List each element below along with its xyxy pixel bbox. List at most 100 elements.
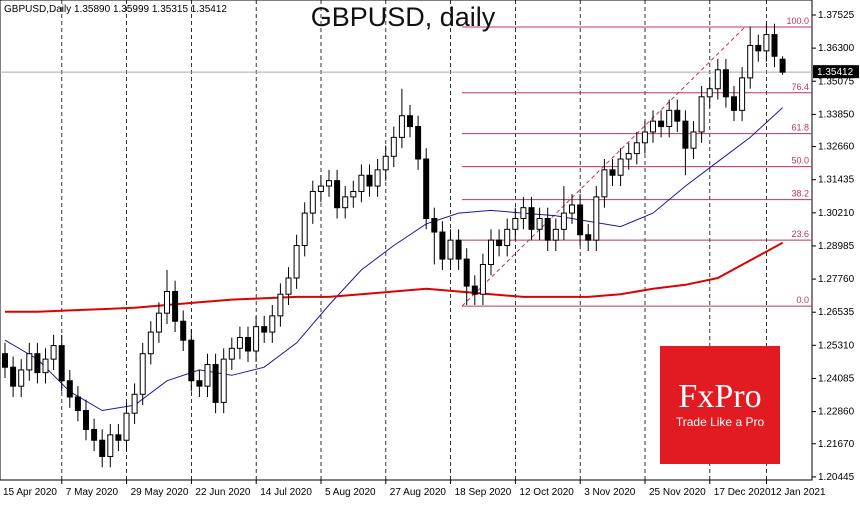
y-tick-label: 1.21670 xyxy=(818,439,855,450)
candle-body xyxy=(423,158,430,220)
candle-body xyxy=(398,115,405,138)
candle-body xyxy=(771,34,778,57)
candle-body xyxy=(155,312,162,333)
fib-label: 76.4 xyxy=(791,82,809,92)
candle-body xyxy=(585,234,592,241)
candle-body xyxy=(366,174,373,187)
candle-body xyxy=(18,369,25,387)
candle-body xyxy=(2,353,8,368)
x-tick-label: 3 Nov 2020 xyxy=(584,487,636,498)
candle-body xyxy=(747,44,754,79)
y-tick-label: 1.31435 xyxy=(818,175,855,186)
x-tick-label: 18 Sep 2020 xyxy=(455,487,512,498)
candle-body xyxy=(42,358,49,374)
candle-body xyxy=(431,218,438,233)
y-tick-label: 1.27760 xyxy=(818,274,855,285)
x-tick-label: 5 Aug 2020 xyxy=(325,487,376,498)
candle-body xyxy=(26,353,33,371)
candle-body xyxy=(455,239,462,260)
x-tick-label: 22 Jun 2020 xyxy=(195,487,250,498)
candle-body xyxy=(496,239,503,247)
candle-body xyxy=(204,364,211,387)
header: GBPUSD,Daily 1.35890 1.35999 1.35315 1.3… xyxy=(4,4,227,15)
candle-body xyxy=(504,228,511,247)
y-tick-label: 1.36300 xyxy=(818,43,855,54)
candle-body xyxy=(342,196,349,209)
candle-body xyxy=(658,120,665,128)
candle-body xyxy=(317,185,324,192)
candle-body xyxy=(722,69,729,98)
candle-body xyxy=(180,320,187,341)
candle-body xyxy=(690,131,697,149)
candle-body xyxy=(528,207,535,230)
fib-label: 100.0 xyxy=(786,16,809,26)
candle-body xyxy=(350,190,357,198)
logo-tagline: Trade Like a Pro xyxy=(676,415,765,429)
candle-body xyxy=(601,169,608,198)
candle-body xyxy=(74,396,81,412)
candle-body xyxy=(253,326,260,352)
fib-trend xyxy=(461,26,746,307)
candle-body xyxy=(447,239,454,260)
x-tick-label: 15 Apr 2020 xyxy=(3,487,57,498)
candle-body xyxy=(188,339,195,382)
candle-body xyxy=(714,69,721,90)
candle-body xyxy=(236,336,243,349)
candle-body xyxy=(83,410,89,430)
candle-body xyxy=(228,347,235,360)
candle-body xyxy=(439,231,446,260)
candle-body xyxy=(544,218,551,241)
fib-label: 61.8 xyxy=(791,123,809,133)
candle-body xyxy=(488,239,494,265)
candle-body xyxy=(390,136,397,157)
candle-body xyxy=(66,380,73,398)
fib-label: 38.2 xyxy=(791,189,809,199)
candle-body xyxy=(415,126,422,160)
last-price-box xyxy=(813,65,859,79)
y-tick-label: 1.28985 xyxy=(818,241,855,252)
axes: 1.37525 1.36300 1.35075 1.33850 1.32660 1.314… xyxy=(3,10,859,498)
y-tick-label: 1.37525 xyxy=(818,10,855,21)
candle-body xyxy=(358,174,365,192)
x-tick-label: 12 Oct 2020 xyxy=(519,487,574,498)
candle-body xyxy=(674,109,681,122)
candle-body xyxy=(269,315,276,333)
candle-body xyxy=(731,96,737,111)
candle-body xyxy=(10,366,17,387)
moving-average xyxy=(5,241,784,313)
candle-body xyxy=(650,120,656,133)
candle-body xyxy=(560,212,567,230)
candle-body xyxy=(593,196,600,241)
candle-body xyxy=(99,439,106,457)
candle-body xyxy=(536,218,543,230)
x-tick-label: 14 Jul 2020 xyxy=(260,487,312,498)
candle-body xyxy=(164,291,170,314)
x-tick-label: 27 Aug 2020 xyxy=(390,487,447,498)
candle-body xyxy=(115,434,122,441)
fibonacci: 100.0 76.4 61.8 50.0 38.2 23.6 0.0 xyxy=(0,16,812,307)
x-tick-label: 7 May 2020 xyxy=(66,487,119,498)
y-tick-label: 1.24085 xyxy=(818,373,855,384)
y-tick-label: 1.26535 xyxy=(818,307,855,318)
candle-body xyxy=(58,345,65,382)
candle-body xyxy=(293,245,300,279)
candles xyxy=(2,23,786,468)
candle-body xyxy=(633,142,640,155)
logo: FxPro Trade Like a Pro xyxy=(660,346,780,464)
candle-body xyxy=(147,331,154,355)
chart-title: GBPUSD, daily xyxy=(311,2,496,32)
candle-body xyxy=(706,88,713,98)
candle-body xyxy=(779,58,786,73)
candle-body xyxy=(463,258,470,287)
y-tick-label: 1.33850 xyxy=(818,109,855,120)
candle-body xyxy=(301,212,308,247)
candle-body xyxy=(91,428,98,441)
y-tick-label: 1.32660 xyxy=(818,142,855,153)
candle-body xyxy=(641,131,648,144)
fib-label: 23.6 xyxy=(791,229,809,239)
candle-body xyxy=(625,153,632,160)
candle-body xyxy=(34,353,41,374)
candle-body xyxy=(123,412,130,441)
candle-body xyxy=(552,228,559,241)
